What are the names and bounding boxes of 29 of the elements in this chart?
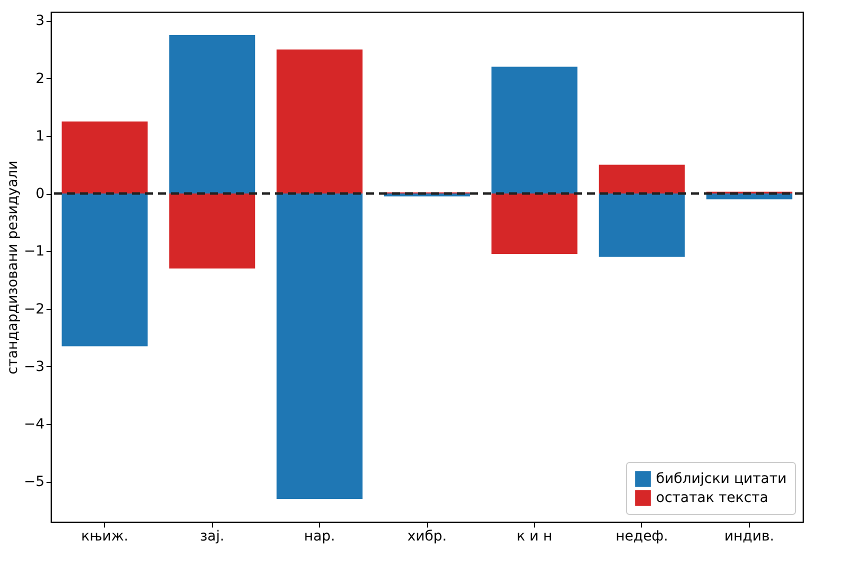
- bar: [62, 194, 148, 346]
- bar: [276, 194, 363, 499]
- bar: [491, 66, 578, 194]
- x-tick-label: к и н: [516, 528, 552, 544]
- bar: [169, 194, 256, 268]
- y-tick-label: −2: [24, 301, 44, 318]
- bar: [169, 35, 256, 194]
- x-tick-label: књиж.: [81, 528, 128, 544]
- x-tick-label: хибр.: [407, 528, 447, 544]
- y-tick-label: 1: [36, 128, 44, 144]
- bar: [598, 164, 685, 194]
- y-tick-label: −3: [24, 358, 44, 375]
- y-tick-label: −1: [24, 244, 44, 260]
- bar: [598, 194, 685, 257]
- y-axis-title: стандардизовани резидуали: [4, 160, 21, 374]
- y-tick-label: 3: [36, 13, 44, 30]
- x-tick-label: недеф.: [616, 528, 668, 544]
- x-tick-label: зај.: [200, 528, 224, 544]
- y-tick-label: −5: [24, 474, 44, 490]
- y-tick-label: 2: [36, 70, 44, 87]
- legend-label: библијски цитати: [656, 471, 787, 487]
- bar: [491, 194, 578, 254]
- x-tick-label: нар.: [304, 528, 336, 544]
- x-tick-label: индив.: [724, 528, 774, 544]
- bar: [62, 121, 148, 194]
- y-tick-label: 0: [36, 186, 44, 202]
- legend-label: остатак текста: [656, 490, 768, 506]
- bar: [276, 49, 363, 194]
- y-tick-label: −4: [24, 416, 45, 433]
